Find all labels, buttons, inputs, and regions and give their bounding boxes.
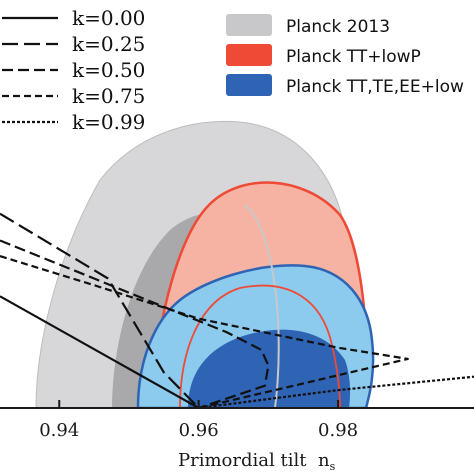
legend-label-k-0-25: k=0.25 xyxy=(72,32,145,56)
legend-swatch-planck-tt-lowp xyxy=(226,44,272,66)
series-line-k-0-00 xyxy=(0,295,200,408)
series-line-k-0-75 xyxy=(0,255,409,408)
legend-label-planck-2013: Planck 2013 xyxy=(286,17,390,37)
x-axis-label: Primordial tilt xyxy=(178,450,307,471)
series-line-k-0-50 xyxy=(0,239,270,408)
x-axis-symbol: ns xyxy=(318,450,336,473)
x-tick-label: 0.96 xyxy=(179,420,219,441)
legend-label-k-0-99: k=0.99 xyxy=(72,110,145,134)
legend-label-planck-tt-lowp: Planck TT+lowP xyxy=(286,47,421,67)
legend-label-k-0-50: k=0.50 xyxy=(72,58,145,82)
series-line-k-0-99 xyxy=(198,375,474,408)
x-axis-symbol-subscript: s xyxy=(330,460,336,473)
x-axis-symbol-letter: n xyxy=(318,450,330,471)
likelihood-contours xyxy=(35,120,375,408)
planck-tt-lowp-inner-boundary xyxy=(179,284,341,408)
legend-datasets: Planck 2013 Planck TT+lowP Planck TT,TE,EE… xyxy=(226,14,464,97)
legend-swatch-planck-2013 xyxy=(226,14,272,36)
legend-label-k-0-00: k=0.00 xyxy=(72,6,145,30)
legend-swatch-planck-tt-te-ee-low xyxy=(226,74,272,96)
legend-label-k-0-75: k=0.75 xyxy=(72,84,145,108)
legend-line-styles: k=0.00k=0.25k=0.50k=0.75k=0.99 xyxy=(2,6,145,134)
x-axis-ticks: 0.94 0.96 0.98 xyxy=(39,400,358,441)
x-tick-label: 0.94 xyxy=(39,420,79,441)
k-series-lines xyxy=(0,212,474,408)
series-line-k-0-25 xyxy=(0,212,200,408)
legend-label-planck-tt-te-ee-low: Planck TT,TE,EE+low xyxy=(286,77,464,97)
x-tick-label: 0.98 xyxy=(318,420,358,441)
planck-tt-te-ee-inner-contour xyxy=(188,329,351,408)
